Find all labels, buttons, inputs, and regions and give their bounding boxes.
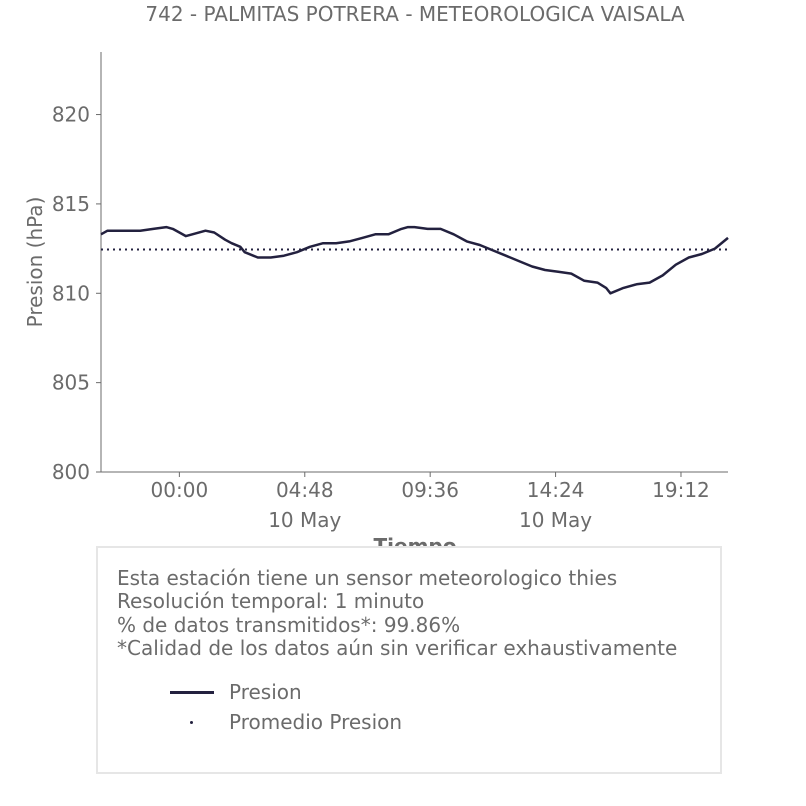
legend-item-promedio-presion: Promedio Presion <box>170 707 402 737</box>
series-layer <box>100 225 729 295</box>
y-tick-label: 815 <box>52 192 90 216</box>
info-line-sensor: Esta estación tiene un sensor meteorolog… <box>117 566 618 590</box>
info-line-transmitted: % de datos transmitidos*: 99.86% <box>117 612 461 637</box>
legend-item-presion: Presion <box>170 677 302 707</box>
info-text: Esta estación tiene un sensor meteorolog… <box>117 566 678 660</box>
legend-dot-swatch <box>170 720 214 724</box>
chart-axes <box>100 52 728 473</box>
y-ticks: 800 805 810 815 820 <box>52 103 101 484</box>
y-tick-label: 810 <box>52 281 90 305</box>
legend-label: Presion <box>229 680 302 704</box>
info-line-quality-note: *Calidad de los datos aún sin verificar … <box>117 635 678 660</box>
info-legend-box: Esta estación tiene un sensor meteorolog… <box>96 546 722 774</box>
x-ticks: 00:00 04:48 10 May 09:36 14:24 10 May 19:12 <box>151 472 710 532</box>
y-axis-label: Presion (hPa) <box>23 197 47 328</box>
x-tick-label: 00:00 <box>151 478 209 502</box>
series-line-presion <box>100 225 729 295</box>
x-tick-label: 04:48 <box>276 478 334 502</box>
chart-title: 742 - PALMITAS POTRERA - METEOROLOGICA V… <box>145 2 685 26</box>
legend-label: Promedio Presion <box>229 710 403 734</box>
x-tick-label: 19:12 <box>652 478 710 502</box>
info-line-resolution: Resolución temporal: 1 minuto <box>117 589 425 614</box>
y-tick-label: 820 <box>52 103 90 127</box>
y-tick-label: 800 <box>52 460 90 484</box>
x-tick-date-label: 10 May <box>519 508 592 532</box>
x-tick-date-label: 10 May <box>268 508 341 532</box>
x-tick-label: 14:24 <box>527 478 585 502</box>
legend-line-swatch <box>170 690 214 694</box>
x-tick-label: 09:36 <box>401 478 459 502</box>
y-tick-label: 805 <box>52 371 90 395</box>
